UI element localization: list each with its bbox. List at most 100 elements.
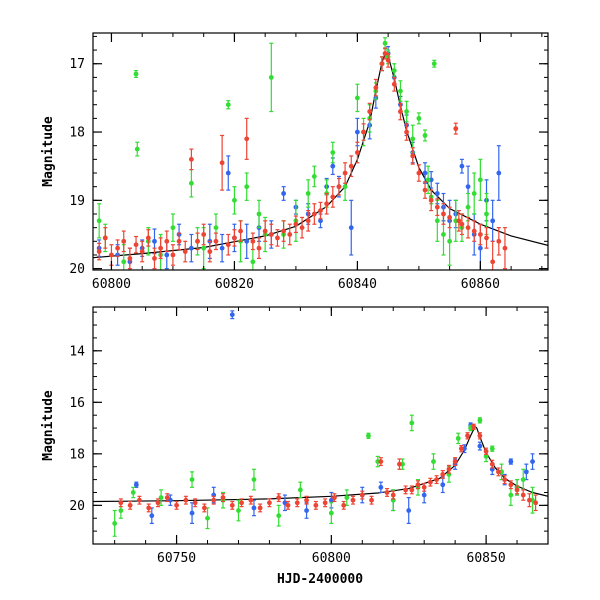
- data-point: [311, 203, 317, 225]
- data-point: [530, 453, 535, 470]
- data-point: [225, 233, 231, 256]
- x-tick-label: 60850: [467, 551, 506, 566]
- data-point: [484, 227, 489, 249]
- data-point: [268, 42, 274, 113]
- data-point: [146, 503, 152, 513]
- data-point: [267, 498, 272, 508]
- data-point: [262, 220, 268, 242]
- data-point: [330, 186, 336, 208]
- data-point: [251, 499, 257, 517]
- data-point: [188, 148, 194, 171]
- data-point: [336, 177, 342, 196]
- data-point: [465, 432, 470, 440]
- data-point: [251, 468, 257, 491]
- y-tick-label: 17: [69, 57, 85, 72]
- data-point: [378, 457, 384, 467]
- data-point: [170, 213, 176, 242]
- data-point: [378, 481, 384, 494]
- data-point: [332, 493, 337, 503]
- data-point: [112, 509, 118, 537]
- y-tick-label: 20: [69, 262, 85, 277]
- data-point: [477, 432, 483, 440]
- data-point: [207, 240, 213, 263]
- top-ticks: 60800 60820 60840 60860 17 18 19 20: [69, 33, 548, 292]
- data-point: [201, 223, 207, 246]
- data-point: [422, 129, 428, 142]
- data-point: [453, 122, 459, 135]
- bottom-ticks: 60750 60800 60850 14 16 18 20: [69, 307, 549, 566]
- data-point: [225, 100, 231, 110]
- data-point: [527, 493, 532, 508]
- data-point: [244, 117, 250, 160]
- data-point: [348, 155, 354, 178]
- top-model-curve: [93, 52, 548, 259]
- data-point: [427, 477, 433, 487]
- data-point: [324, 192, 330, 215]
- data-point: [139, 240, 145, 263]
- data-point: [229, 500, 235, 510]
- data-point: [425, 165, 431, 195]
- data-point: [297, 481, 303, 499]
- data-point: [496, 227, 502, 256]
- data-point: [471, 423, 477, 430]
- data-point: [102, 227, 108, 249]
- data-point: [428, 189, 434, 212]
- data-point: [415, 480, 421, 490]
- data-point: [434, 198, 440, 216]
- data-point: [285, 500, 291, 510]
- bottom-series-2: [118, 423, 539, 513]
- data-point: [293, 215, 299, 234]
- data-point: [328, 502, 334, 524]
- data-point: [421, 482, 427, 492]
- data-point: [137, 495, 142, 505]
- data-point: [205, 507, 210, 530]
- x-tick-label: 60800: [92, 277, 131, 292]
- bottom-y-axis-label: Magnitude: [41, 390, 56, 461]
- data-point: [459, 213, 465, 236]
- y-tick-label: 19: [69, 194, 85, 209]
- data-point: [299, 216, 305, 239]
- data-point: [409, 414, 415, 432]
- data-point: [416, 112, 422, 125]
- data-point: [276, 493, 282, 503]
- x-tick-label: 60750: [157, 551, 196, 566]
- data-point: [322, 498, 328, 508]
- data-point: [244, 172, 250, 201]
- data-point: [220, 493, 226, 503]
- x-tick-label: 60800: [312, 551, 351, 566]
- data-point: [477, 158, 483, 201]
- top-y-axis-label: Magnitude: [41, 116, 56, 187]
- data-point: [229, 310, 235, 320]
- data-point: [489, 445, 495, 452]
- data-point: [256, 237, 262, 259]
- data-point: [189, 502, 195, 524]
- data-point: [164, 230, 170, 253]
- data-point: [382, 47, 388, 60]
- data-point: [236, 499, 241, 522]
- data-point: [373, 78, 379, 97]
- data-point: [294, 498, 300, 508]
- data-point: [533, 494, 539, 512]
- data-point: [311, 165, 317, 188]
- data-point: [508, 480, 514, 490]
- data-point: [232, 229, 237, 247]
- data-point: [281, 186, 287, 201]
- y-tick-label: 14: [69, 344, 85, 359]
- data-point: [158, 237, 164, 259]
- data-point: [422, 181, 428, 199]
- data-point: [275, 229, 280, 247]
- data-point: [211, 495, 217, 505]
- x-tick-label: 60840: [338, 277, 377, 292]
- data-point: [447, 206, 453, 229]
- data-point: [440, 469, 446, 479]
- data-point: [471, 220, 477, 242]
- data-point: [477, 417, 483, 424]
- bottom-x-axis-label: HJD-2400000: [277, 572, 363, 587]
- data-point: [239, 498, 244, 508]
- y-tick-label: 20: [69, 499, 85, 514]
- data-point: [96, 242, 102, 261]
- data-point: [225, 155, 231, 191]
- data-point: [459, 158, 465, 174]
- data-point: [471, 172, 477, 215]
- top-panel: 60800 60820 60840 60860 17 18 19 20 Magnitude: [41, 32, 549, 292]
